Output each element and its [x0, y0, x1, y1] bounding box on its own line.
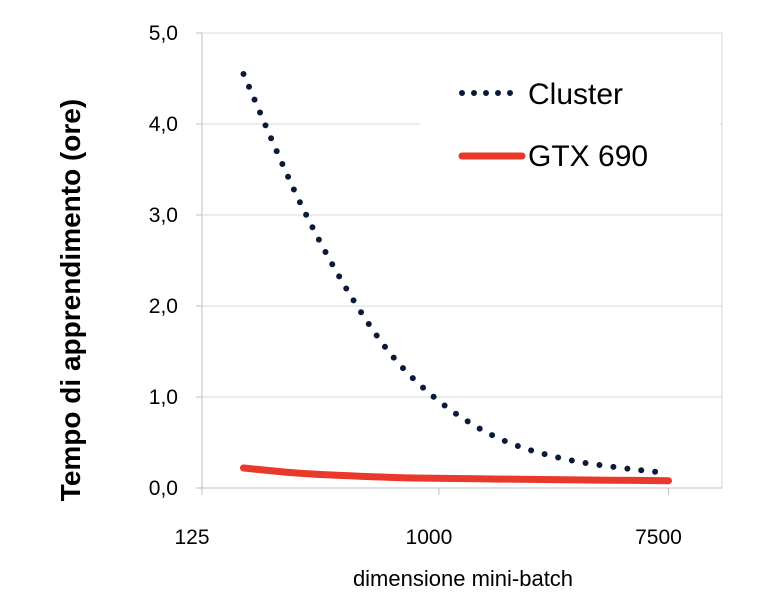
- y-tick-label: 4,0: [149, 113, 178, 136]
- axes: [201, 32, 723, 495]
- x-axis-label: dimensione mini-batch: [353, 566, 573, 591]
- y-axis-label: Tempo di apprendimento (ore): [55, 99, 86, 501]
- y-tick-labels: 0,0 1,0 2,0 3,0 4,0 5,0: [149, 22, 178, 500]
- y-tick-label: 3,0: [149, 204, 178, 227]
- y-tick-label: 1,0: [149, 386, 178, 409]
- series-layer: [240, 71, 672, 485]
- legend: Cluster GTX 690: [458, 78, 648, 173]
- y-tick-label: 2,0: [149, 295, 178, 318]
- x-tick-labels: 125 1000 7500: [174, 526, 681, 549]
- legend-background: [420, 55, 720, 205]
- y-tick-label: 5,0: [149, 22, 178, 45]
- x-tick-label: 125: [174, 526, 209, 549]
- x-tick-label: 7500: [635, 526, 682, 549]
- legend-label-gtx690: GTX 690: [528, 140, 648, 173]
- legend-label-cluster: Cluster: [528, 78, 623, 111]
- series-line-gtx-690: [240, 464, 672, 485]
- y-tick-label: 0,0: [149, 477, 178, 500]
- x-tick-label: 1000: [406, 526, 453, 549]
